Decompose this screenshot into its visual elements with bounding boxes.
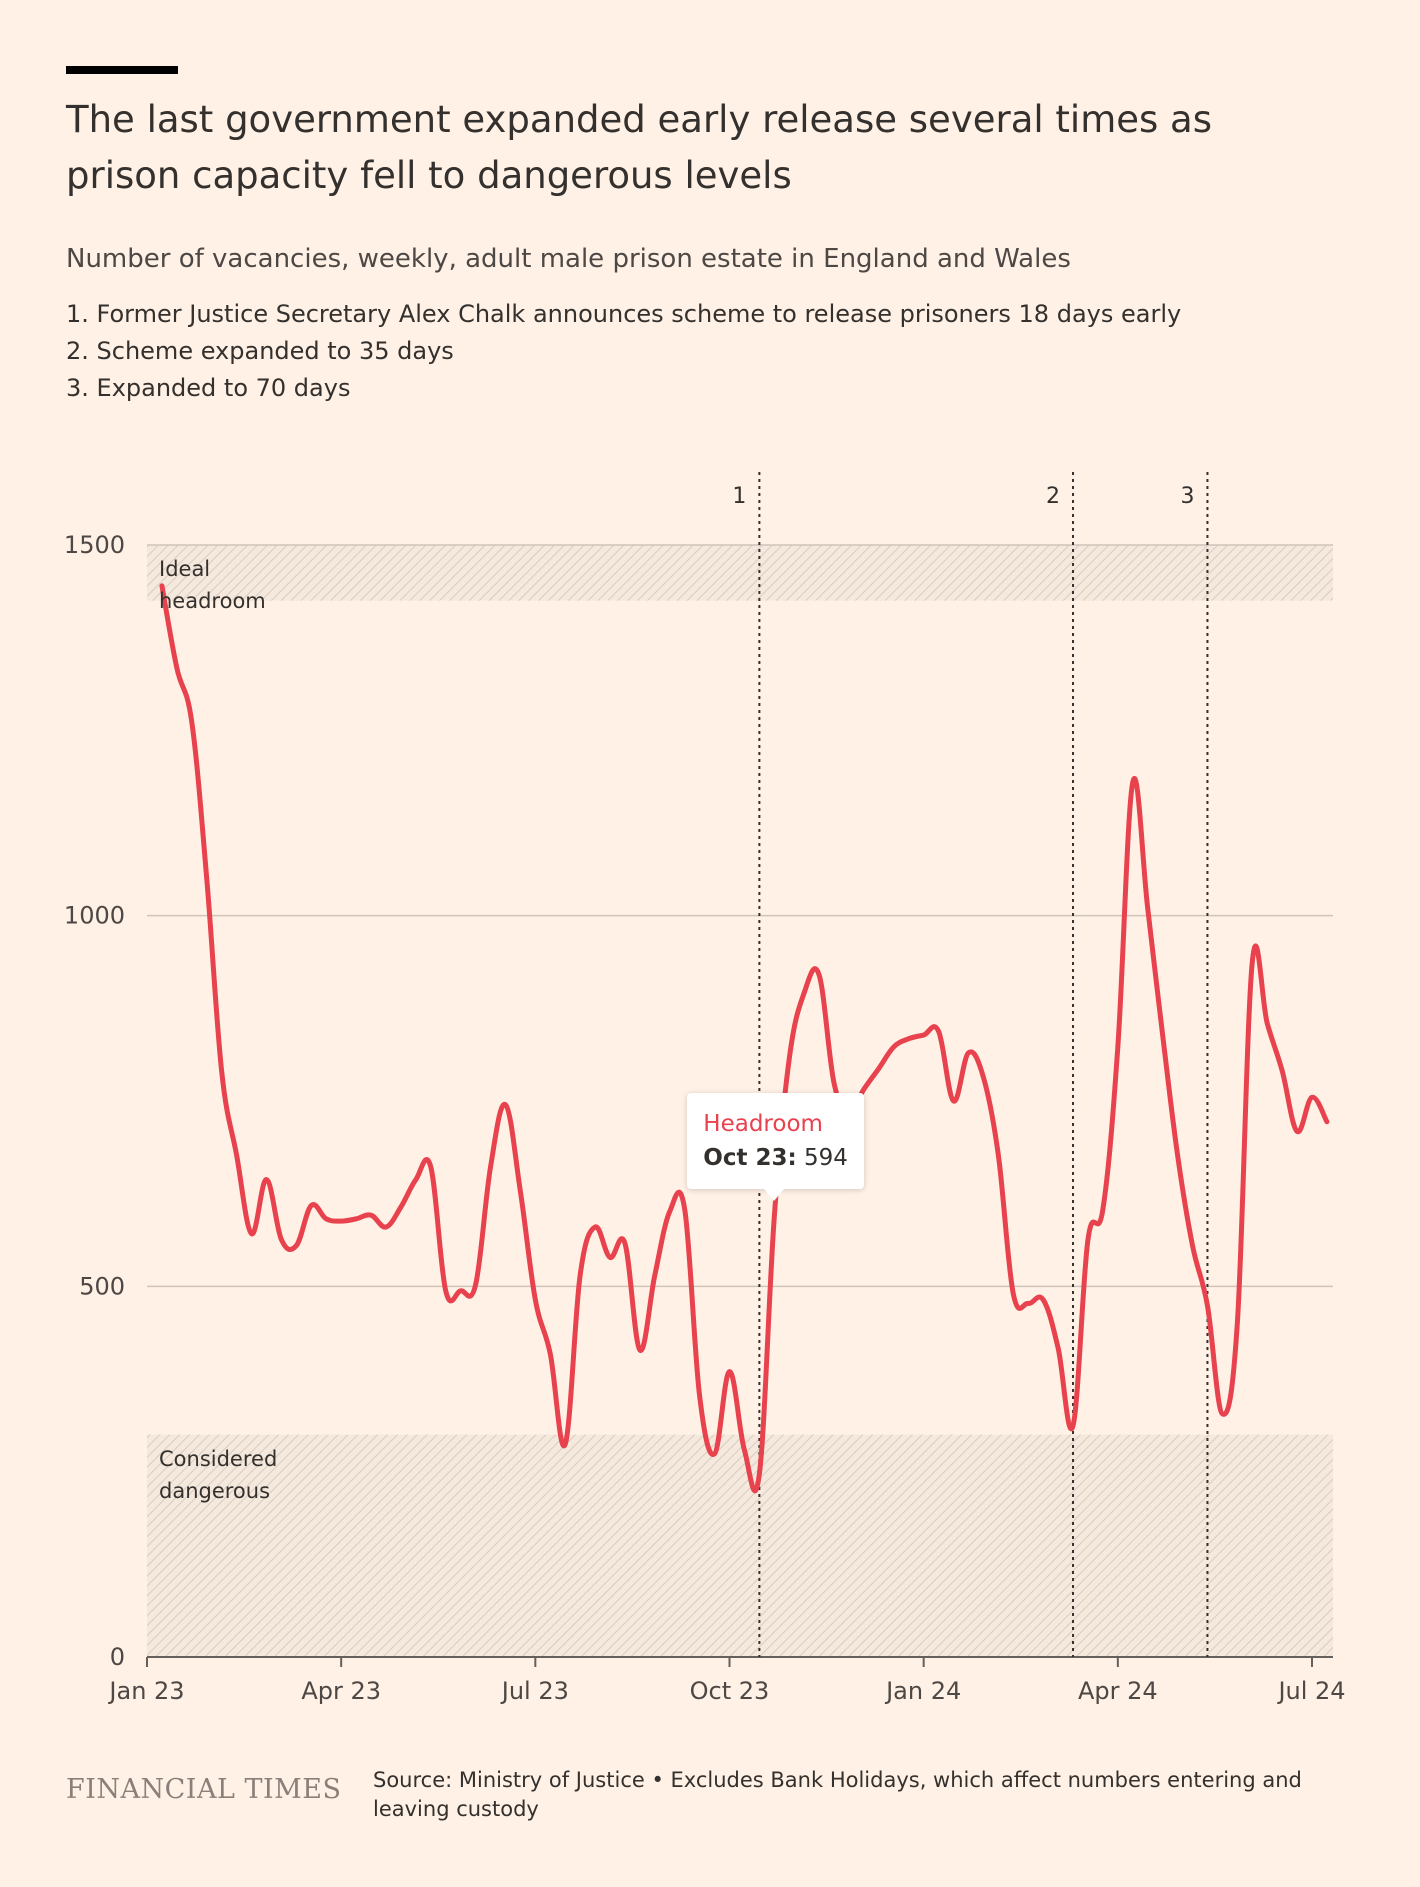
x-tick-label: Jul 24 xyxy=(1276,1677,1345,1705)
x-tick-label: Jan 23 xyxy=(107,1677,184,1705)
band xyxy=(147,1434,1333,1657)
title-rule xyxy=(66,66,178,74)
x-tick-label: Apr 24 xyxy=(1078,1677,1158,1705)
tooltip: Headroom Oct 23: 594 xyxy=(687,1092,864,1189)
note: 2. Scheme expanded to 35 days xyxy=(66,337,454,365)
band-label: Ideal headroom xyxy=(159,557,266,613)
y-tick-label: 1000 xyxy=(64,902,125,930)
chart-title: The last government expanded early relea… xyxy=(66,98,1212,197)
y-tick-label: 1500 xyxy=(64,531,125,559)
x-tick-label: Oct 23 xyxy=(690,1677,770,1705)
band xyxy=(147,545,1333,601)
line xyxy=(159,583,1330,1494)
source: Source: Ministry of Justice • Excludes B… xyxy=(373,1768,1302,1821)
event-label: 1 xyxy=(732,484,746,509)
band-label: Considered dangerous xyxy=(159,1446,278,1503)
chart-subtitle: Number of vacancies, weekly, adult male … xyxy=(66,244,1071,274)
note: 1. Former Justice Secretary Alex Chalk a… xyxy=(66,300,1182,328)
tooltip-label: Oct 23: xyxy=(703,1144,797,1171)
tooltip-row: Oct 23: 594 xyxy=(703,1141,848,1175)
tooltip-pointer xyxy=(764,1188,785,1201)
x-tick-label: Apr 23 xyxy=(301,1677,381,1705)
x-tick-label: Jan 24 xyxy=(884,1677,961,1705)
event-label: 3 xyxy=(1180,484,1194,509)
note: 3. Expanded to 70 days xyxy=(66,374,351,402)
y-tick-label: 500 xyxy=(79,1272,125,1300)
event-label: 2 xyxy=(1046,484,1060,509)
tooltip-series: Headroom xyxy=(703,1110,823,1137)
x-tick-label: Jul 23 xyxy=(500,1677,569,1705)
brand: FINANCIAL TIMES xyxy=(66,1774,342,1805)
y-tick-label: 0 xyxy=(110,1643,125,1671)
tooltip-value: 594 xyxy=(804,1144,848,1171)
